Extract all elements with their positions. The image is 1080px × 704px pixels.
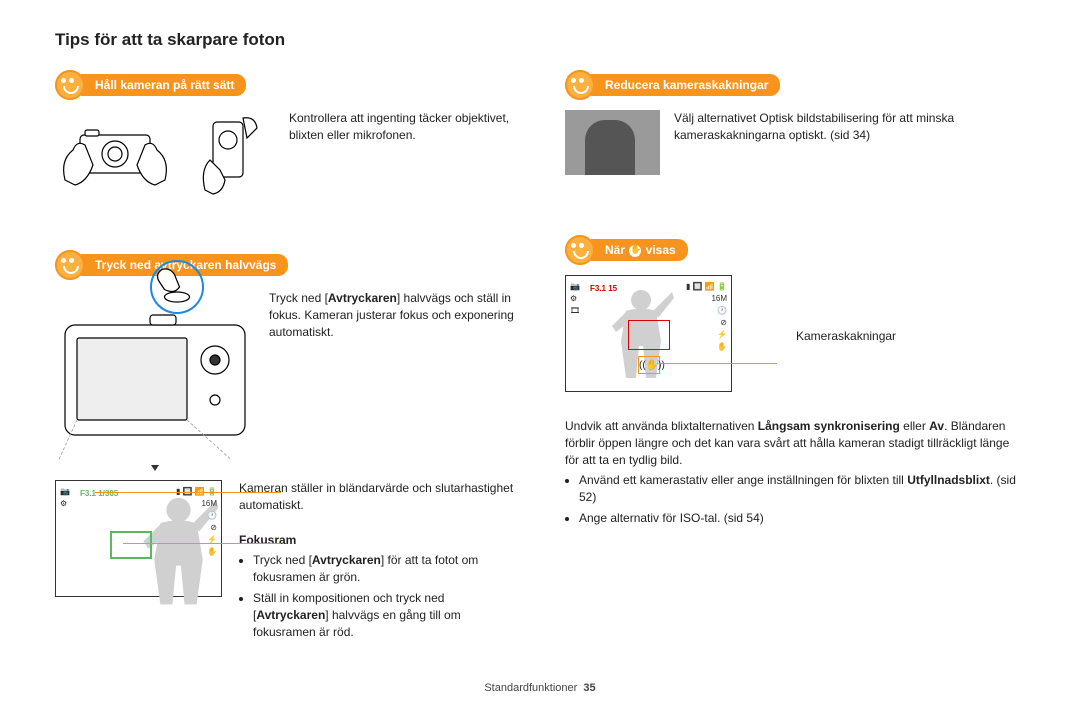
- screen-icons-left: 📷 ⚙ 🎞: [570, 282, 580, 318]
- tips-list: Använd ett kamerastativ eller ange instä…: [565, 472, 1025, 526]
- smiley-icon: [55, 250, 85, 280]
- arrow-down-icon: [151, 465, 159, 471]
- callout-line: [95, 492, 281, 493]
- list-item: Tryck ned [Avtryckaren] för att ta fotot…: [253, 552, 515, 586]
- shutter-zoom-circle: [150, 260, 204, 314]
- screen-icons-left: 📷 ⚙: [60, 487, 70, 511]
- slow-sync-paragraph: Undvik att använda blixtalternativen Lån…: [565, 418, 1025, 468]
- callout-line: [123, 543, 281, 544]
- list-item: Ange alternativ för ISO-tal. (sid 54): [579, 510, 1025, 527]
- smiley-icon: [55, 70, 85, 100]
- camera-back-illustration: [55, 290, 255, 460]
- right-column: Reducera kameraskakningar Välj alternati…: [565, 70, 1025, 672]
- badge-label: Håll kameran på rätt sätt: [81, 74, 246, 96]
- lcd-screen-shake: ((✋)) 📷 ⚙ 🎞 F3.1 15 ▮ 🔲 📶 🔋 16M 🕐: [565, 275, 732, 392]
- page-footer: Standardfunktioner 35: [55, 682, 1025, 694]
- shake-callout: Kameraskakningar: [796, 328, 896, 345]
- badge-label: När visas: [591, 239, 688, 261]
- ois-text: Välj alternativet Optisk bildstabiliseri…: [674, 110, 1025, 144]
- focus-frame: [110, 531, 152, 559]
- screen-icons-right: ▮ 🔲 📶 🔋 16M 🕐 ⊘ ⚡ ✋: [176, 487, 217, 559]
- exposure-readout: F3.1 15: [590, 284, 617, 293]
- hands-illustration: [55, 110, 275, 200]
- lcd-screen-illustration: 📷 ⚙ F3.1 1/305 ▮ 🔲 📶 🔋 16M 🕐 ⊘ ⚡ ✋: [55, 480, 225, 597]
- list-item: Ställ in kompositionen och tryck ned [Av…: [253, 590, 515, 640]
- shake-icon-highlight: ((✋)): [638, 356, 660, 374]
- hand-icon: [629, 245, 641, 257]
- exposure-readout: F3.1 1/305: [80, 489, 118, 498]
- camera-mode-icon: 📷: [60, 487, 70, 496]
- badge-when-shake: När visas: [565, 235, 688, 265]
- callout-line: [657, 363, 777, 364]
- smiley-icon: [565, 235, 595, 265]
- screen-icons-right: ▮ 🔲 📶 🔋 16M 🕐 ⊘ ⚡ ✋: [686, 282, 727, 354]
- auto-exposure-text: Kameran ställer in bländarvärde och slut…: [239, 480, 515, 514]
- half-press-text: Tryck ned [Avtryckaren] halvvägs och stä…: [269, 290, 515, 340]
- hold-camera-text: Kontrollera att ingenting täcker objekti…: [289, 110, 515, 144]
- blurry-photo: [565, 110, 660, 175]
- smiley-icon: [565, 70, 595, 100]
- badge-label: Reducera kameraskakningar: [591, 74, 780, 96]
- badge-reduce-shake: Reducera kameraskakningar: [565, 70, 780, 100]
- left-column: Håll kameran på rätt sätt: [55, 70, 515, 672]
- badge-hold-camera: Håll kameran på rätt sätt: [55, 70, 246, 100]
- list-item: Använd ett kamerastativ eller ange instä…: [579, 472, 1025, 506]
- focus-frame-list: Tryck ned [Avtryckaren] för att ta fotot…: [239, 552, 515, 640]
- focus-frame-red: [628, 320, 670, 350]
- page-title: Tips för att ta skarpare foton: [55, 30, 1025, 50]
